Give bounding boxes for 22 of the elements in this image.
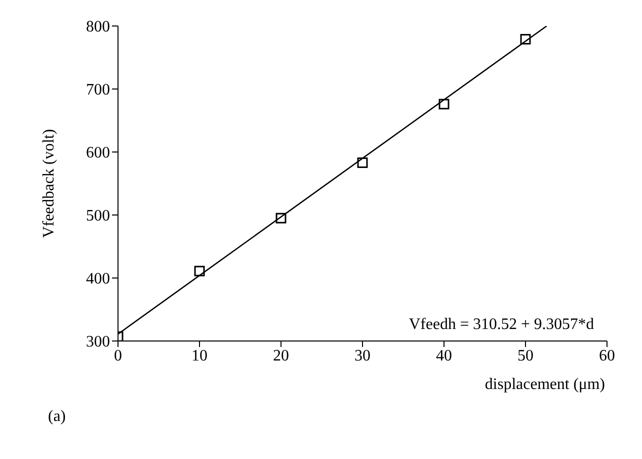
y-tick-label: 800 <box>86 18 110 36</box>
y-tick-label: 400 <box>86 270 110 288</box>
x-axis-title: displacement (μm) <box>484 376 605 393</box>
x-tick-label: 0 <box>114 347 122 364</box>
point <box>438 98 450 110</box>
y-tick-label: 600 <box>86 144 110 162</box>
x-tick-label: 20 <box>273 347 289 364</box>
annotation: Vfeedh = 310.52 + 9.3057*d <box>408 316 594 334</box>
x-tick-label: 50 <box>518 347 534 364</box>
x-tick-label: 10 <box>192 347 208 364</box>
text: (a) <box>48 408 66 426</box>
y-tick-label: 500 <box>86 208 110 225</box>
y-tick-label: 300 <box>86 334 110 351</box>
point <box>194 266 205 276</box>
point <box>276 212 286 224</box>
y-axis-title: Vfeedback (volt) <box>40 129 58 238</box>
x-tick-label: 30 <box>354 347 370 364</box>
point <box>520 34 531 44</box>
y-tick-label: 700 <box>86 82 110 99</box>
point <box>357 157 368 168</box>
x-tick-label: 40 <box>436 347 452 364</box>
x-tick-label: 60 <box>599 347 615 364</box>
